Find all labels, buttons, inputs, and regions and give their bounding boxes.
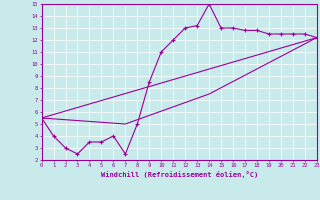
X-axis label: Windchill (Refroidissement éolien,°C): Windchill (Refroidissement éolien,°C) [100, 171, 258, 178]
